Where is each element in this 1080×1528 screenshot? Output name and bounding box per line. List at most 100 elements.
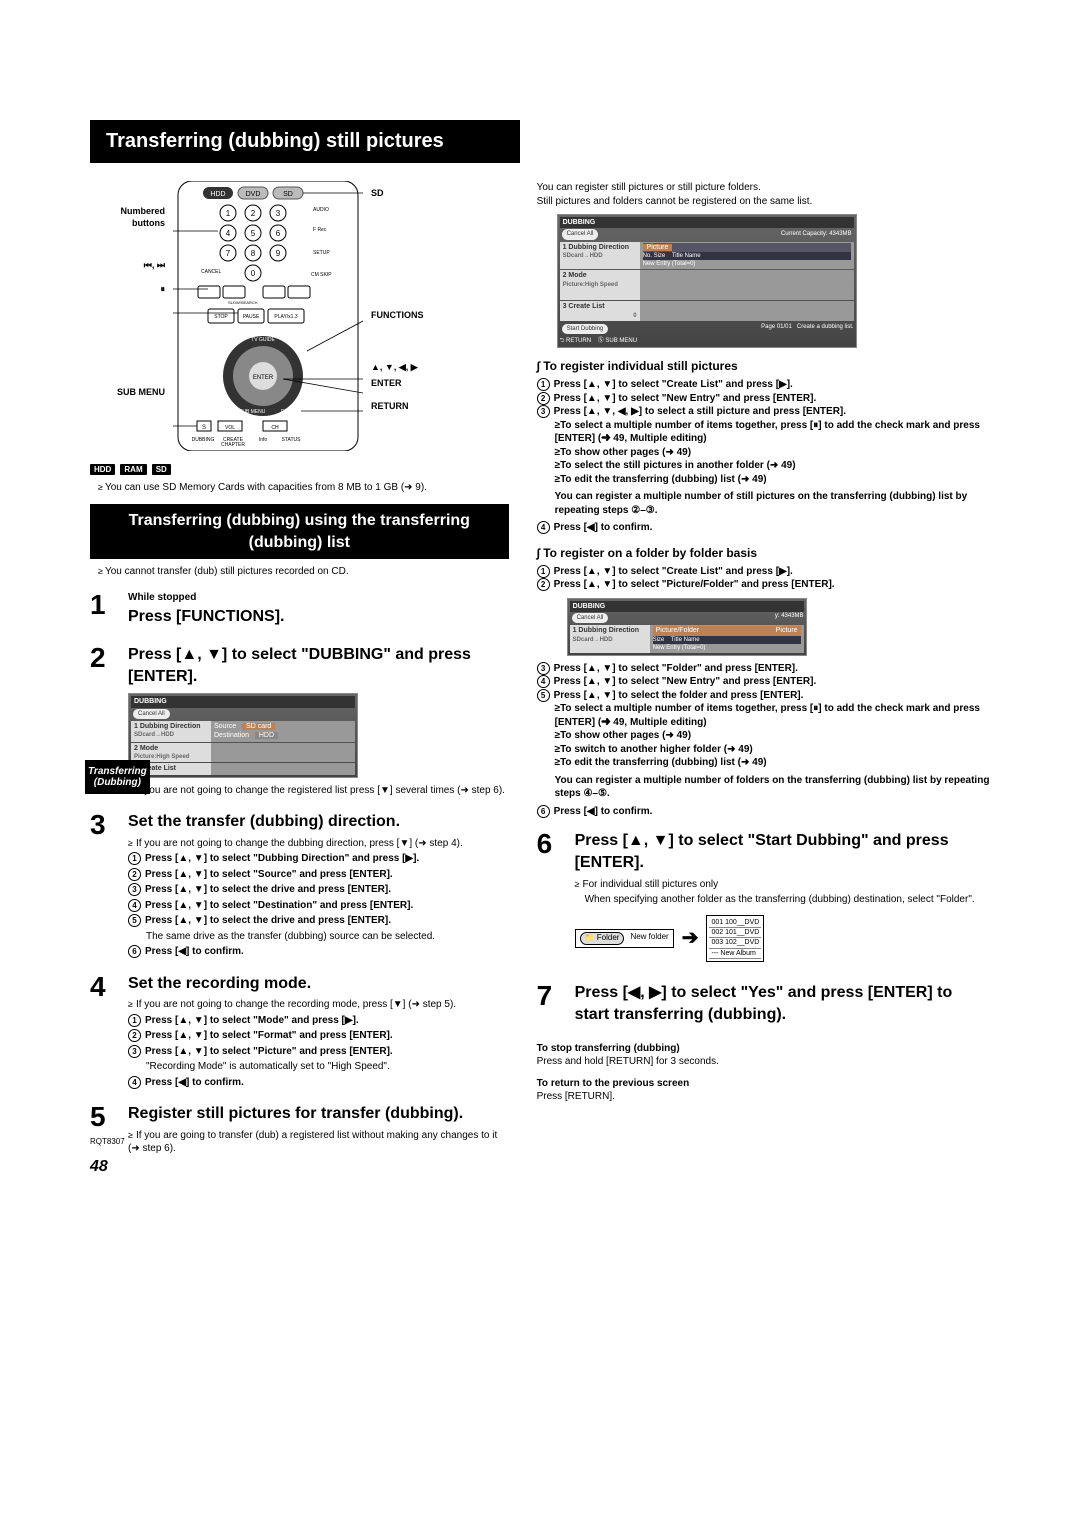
svg-text:5: 5	[251, 229, 256, 238]
dp2-r1a: Picture	[643, 244, 673, 251]
step-5-title: Register still pictures for transfer (du…	[128, 1103, 509, 1125]
sub1-l3: Press [▲, ▼, ◀, ▶] to select a still pic…	[554, 406, 846, 417]
label-sd: SD	[371, 187, 451, 199]
fl-a: 001 100__DVD	[709, 918, 761, 928]
label-return: RETURN	[371, 400, 451, 412]
svg-text:PAUSE: PAUSE	[243, 314, 260, 320]
sub2-l3: Press [▲, ▼] to select "Folder" and pres…	[554, 663, 798, 674]
svg-text:DIRECT NAV: DIRECT NAV	[308, 391, 313, 415]
svg-text:2: 2	[251, 209, 256, 218]
svg-text:CHAPTER: CHAPTER	[221, 442, 245, 448]
step-7-title: Press [◀, ▶] to select "Yes" and press […	[575, 982, 990, 1025]
svg-text:0: 0	[251, 269, 256, 278]
remote-control-diagram: Numbered buttons ⏮, ⏭ ⏸ SUB MENU HDD DVD…	[90, 181, 509, 456]
sub1-l1: Press [▲, ▼] to select "Create List" and…	[554, 379, 793, 390]
dubbing-panel-3: DUBBING Cancel All y: 4343MB 1 Dubbing D…	[567, 598, 807, 656]
side-tab: Transferring (Dubbing)	[85, 760, 150, 794]
page-number: 48	[90, 1156, 108, 1178]
dp2-ret: RETURN	[566, 338, 591, 344]
svg-text:S: S	[202, 425, 206, 431]
svg-text:SUB MENU: SUB MENU	[239, 409, 266, 415]
badge-ram: RAM	[120, 464, 146, 475]
note-sd: You can use SD Memory Cards with capacit…	[98, 482, 427, 493]
dp3-pfv: Picture	[776, 626, 798, 635]
dp2-r1d: New Entry (Total=0)	[643, 260, 851, 268]
badge-hdd: HDD	[90, 464, 115, 475]
step-5: 5 Register still pictures for transfer (…	[90, 1103, 509, 1158]
s5-n1: If you are going to transfer (dub) a reg…	[128, 1129, 509, 1156]
dp1-r1s: SDcard→HDD	[134, 731, 208, 739]
label-arrows: ▲, ▼, ◀, ▶	[371, 361, 451, 373]
dp3-title: DUBBING	[570, 601, 804, 612]
svg-text:7: 7	[226, 249, 231, 258]
dp1-r1a: Source	[214, 723, 236, 730]
dp1-r2l: 2 Mode	[134, 744, 208, 753]
sub2-box: You can register a multiple number of fo…	[555, 774, 990, 801]
rqt-code: RQT8307	[90, 1137, 125, 1148]
dp2-r1c: Title Name	[672, 253, 701, 259]
sub1-box: You can register a multiple number of st…	[555, 490, 990, 517]
svg-text:F Rec: F Rec	[313, 227, 327, 233]
sub2-b1: To select a multiple number of items tog…	[555, 703, 980, 728]
step-6-title: Press [▲, ▼] to select "Start Dubbing" a…	[575, 830, 990, 873]
dp2-title: DUBBING	[560, 217, 854, 228]
label-enter: ENTER	[371, 377, 451, 389]
dubbing-panel-2: DUBBING Cancel All Current Capacity: 434…	[557, 214, 857, 348]
sub2-b4: To edit the transferring (dubbing) list …	[560, 757, 767, 768]
dp1-r1c: Destination	[214, 732, 249, 739]
dp3-cancel: Cancel All	[572, 613, 609, 623]
svg-text:HDD: HDD	[210, 191, 225, 198]
s4-l1: Press [▲, ▼] to select "Mode" and press …	[145, 1015, 359, 1026]
dp2-r2s: Picture:High Speed	[563, 281, 637, 289]
svg-text:AUDIO: AUDIO	[313, 207, 329, 213]
svg-text:ENTER: ENTER	[253, 375, 274, 381]
remote-svg: HDD DVD SD 123 456 789 0 AUDIO F Re	[173, 181, 363, 451]
sub2-b2: To show other pages (➜ 49)	[560, 730, 691, 741]
step-1-num: 1	[90, 591, 118, 632]
step-3: 3 Set the transfer (dubbing) direction. …	[90, 811, 509, 961]
svg-text:DUBBING: DUBBING	[192, 437, 215, 443]
sub1-b3: To select the still pictures in another …	[560, 460, 795, 471]
s3-l5b: The same drive as the transfer (dubbing)…	[146, 930, 509, 944]
step-2: 2 Press [▲, ▼] to select "DUBBING" and p…	[90, 644, 509, 799]
step-4-num: 4	[90, 973, 118, 1092]
sub2-l4: Press [▲, ▼] to select "New Entry" and p…	[554, 676, 817, 687]
dp2-cancel: Cancel All	[562, 229, 599, 239]
side-tab-line1: Transferring	[88, 766, 147, 777]
sub1-l4: Press [◀] to confirm.	[554, 522, 653, 533]
dp2-r1b: No. Size	[643, 253, 666, 259]
stop-t: Press and hold [RETURN] for 3 seconds.	[537, 1055, 990, 1069]
left-column: Numbered buttons ⏮, ⏭ ⏸ SUB MENU HDD DVD…	[90, 181, 509, 1158]
sub2-l1: Press [▲, ▼] to select "Create List" and…	[554, 566, 793, 577]
step-1: 1 While stopped Press [FUNCTIONS].	[90, 591, 509, 632]
s3-l3: Press [▲, ▼] to select the drive and pre…	[145, 884, 391, 895]
s3-l1: Press [▲, ▼] to select "Dubbing Directio…	[145, 853, 419, 864]
r-intro2: Still pictures and folders cannot be reg…	[537, 195, 990, 209]
sub2-b3: To switch to another higher folder (➜ 49…	[560, 744, 753, 755]
svg-text:CANCEL: CANCEL	[201, 269, 222, 275]
dp1-title: DUBBING	[131, 696, 355, 707]
s4-l2: Press [▲, ▼] to select "Format" and pres…	[145, 1030, 393, 1041]
svg-text:STOP: STOP	[214, 314, 228, 320]
sub2-l6: Press [◀] to confirm.	[554, 806, 653, 817]
section-header: Transferring (dubbing) using the transfe…	[90, 504, 509, 559]
stop-h: To stop transferring (dubbing)	[537, 1042, 990, 1056]
dp1-cancel: Cancel All	[133, 709, 170, 719]
svg-text:CH: CH	[271, 425, 279, 431]
dp2-page: Page 01/01	[761, 324, 792, 330]
step-4: 4 Set the recording mode. If you are not…	[90, 973, 509, 1092]
fl-na: --- New Album	[709, 949, 761, 959]
dp3-ne: New Entry (Total=0)	[653, 644, 801, 652]
s4-l4: Press [◀] to confirm.	[145, 1077, 244, 1088]
side-tab-line2: (Dubbing)	[88, 777, 147, 788]
s3-l4: Press [▲, ▼] to select "Destination" and…	[145, 900, 413, 911]
dp2-start: Start Dubbing	[562, 324, 609, 334]
step-2-note: If you are not going to change the regis…	[128, 784, 509, 798]
dp1-r1b: SD card	[242, 723, 275, 730]
svg-text:VOL: VOL	[225, 425, 235, 431]
folder-tag: 📁 Folder	[580, 932, 625, 945]
label-functions: FUNCTIONS	[371, 309, 451, 321]
sub2-l5: Press [▲, ▼] to select the folder and pr…	[554, 690, 804, 701]
format-badges: HDD RAM SD	[90, 462, 509, 477]
step-3-title: Set the transfer (dubbing) direction.	[128, 811, 509, 833]
